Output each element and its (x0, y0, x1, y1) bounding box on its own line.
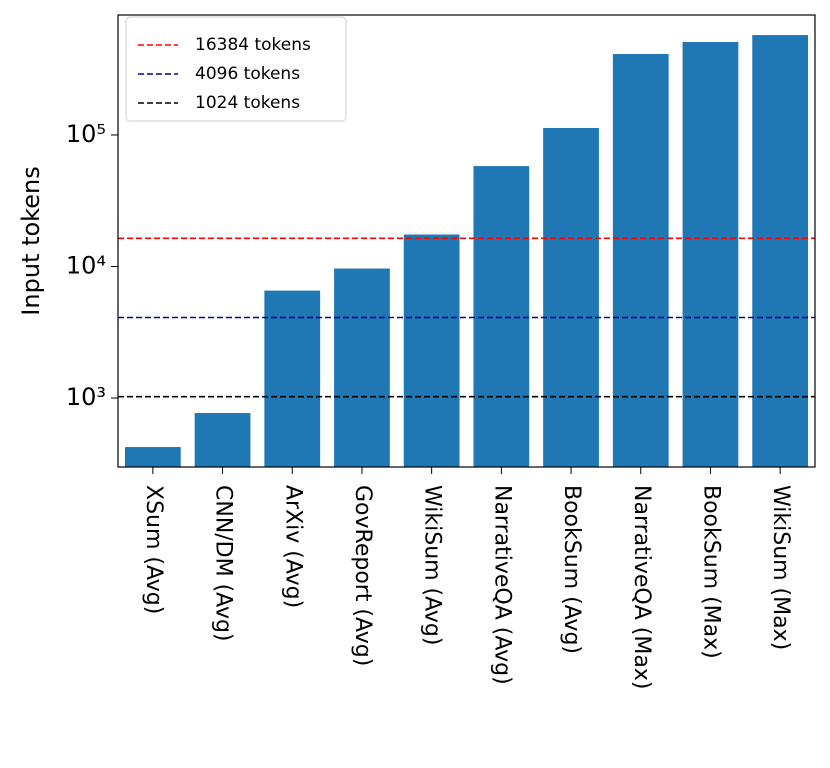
x-tick-label: BookSum (Max) (698, 485, 723, 659)
bar (334, 268, 390, 467)
plot-frame (117, 14, 816, 468)
bar (752, 35, 809, 467)
legend-label: 16384 tokens (195, 35, 311, 55)
bar (194, 413, 251, 467)
x-tick-label: ArXiv (Avg) (280, 485, 305, 608)
y-tick-label: 10⁴ (66, 252, 106, 280)
bar (612, 53, 669, 467)
bar (473, 166, 530, 467)
bar (264, 290, 321, 467)
x-tick-label: WikiSum (Avg) (420, 485, 445, 645)
legend-label: 4096 tokens (195, 64, 300, 84)
y-tick-label: 10⁵ (66, 120, 106, 148)
y-axis-label: Input tokens (17, 166, 45, 315)
bar (682, 42, 739, 467)
x-tick-label: WikiSum (Max) (768, 485, 793, 650)
legend-label: 1024 tokens (195, 93, 300, 113)
bar (403, 234, 460, 467)
bar (124, 447, 181, 467)
x-tick-label: NarrativeQA (Max) (629, 485, 654, 689)
x-tick-label: XSum (Avg) (141, 485, 166, 614)
bar (543, 128, 599, 467)
x-tick-label: NarrativeQA (Avg) (489, 485, 514, 685)
x-tick-label: BookSum (Avg) (559, 485, 584, 654)
x-tick-label: CNN/DM (Avg) (211, 485, 236, 642)
y-tick-label: 10³ (66, 383, 106, 411)
x-tick-label: GovReport (Avg) (350, 485, 375, 666)
legend-box (125, 16, 347, 122)
